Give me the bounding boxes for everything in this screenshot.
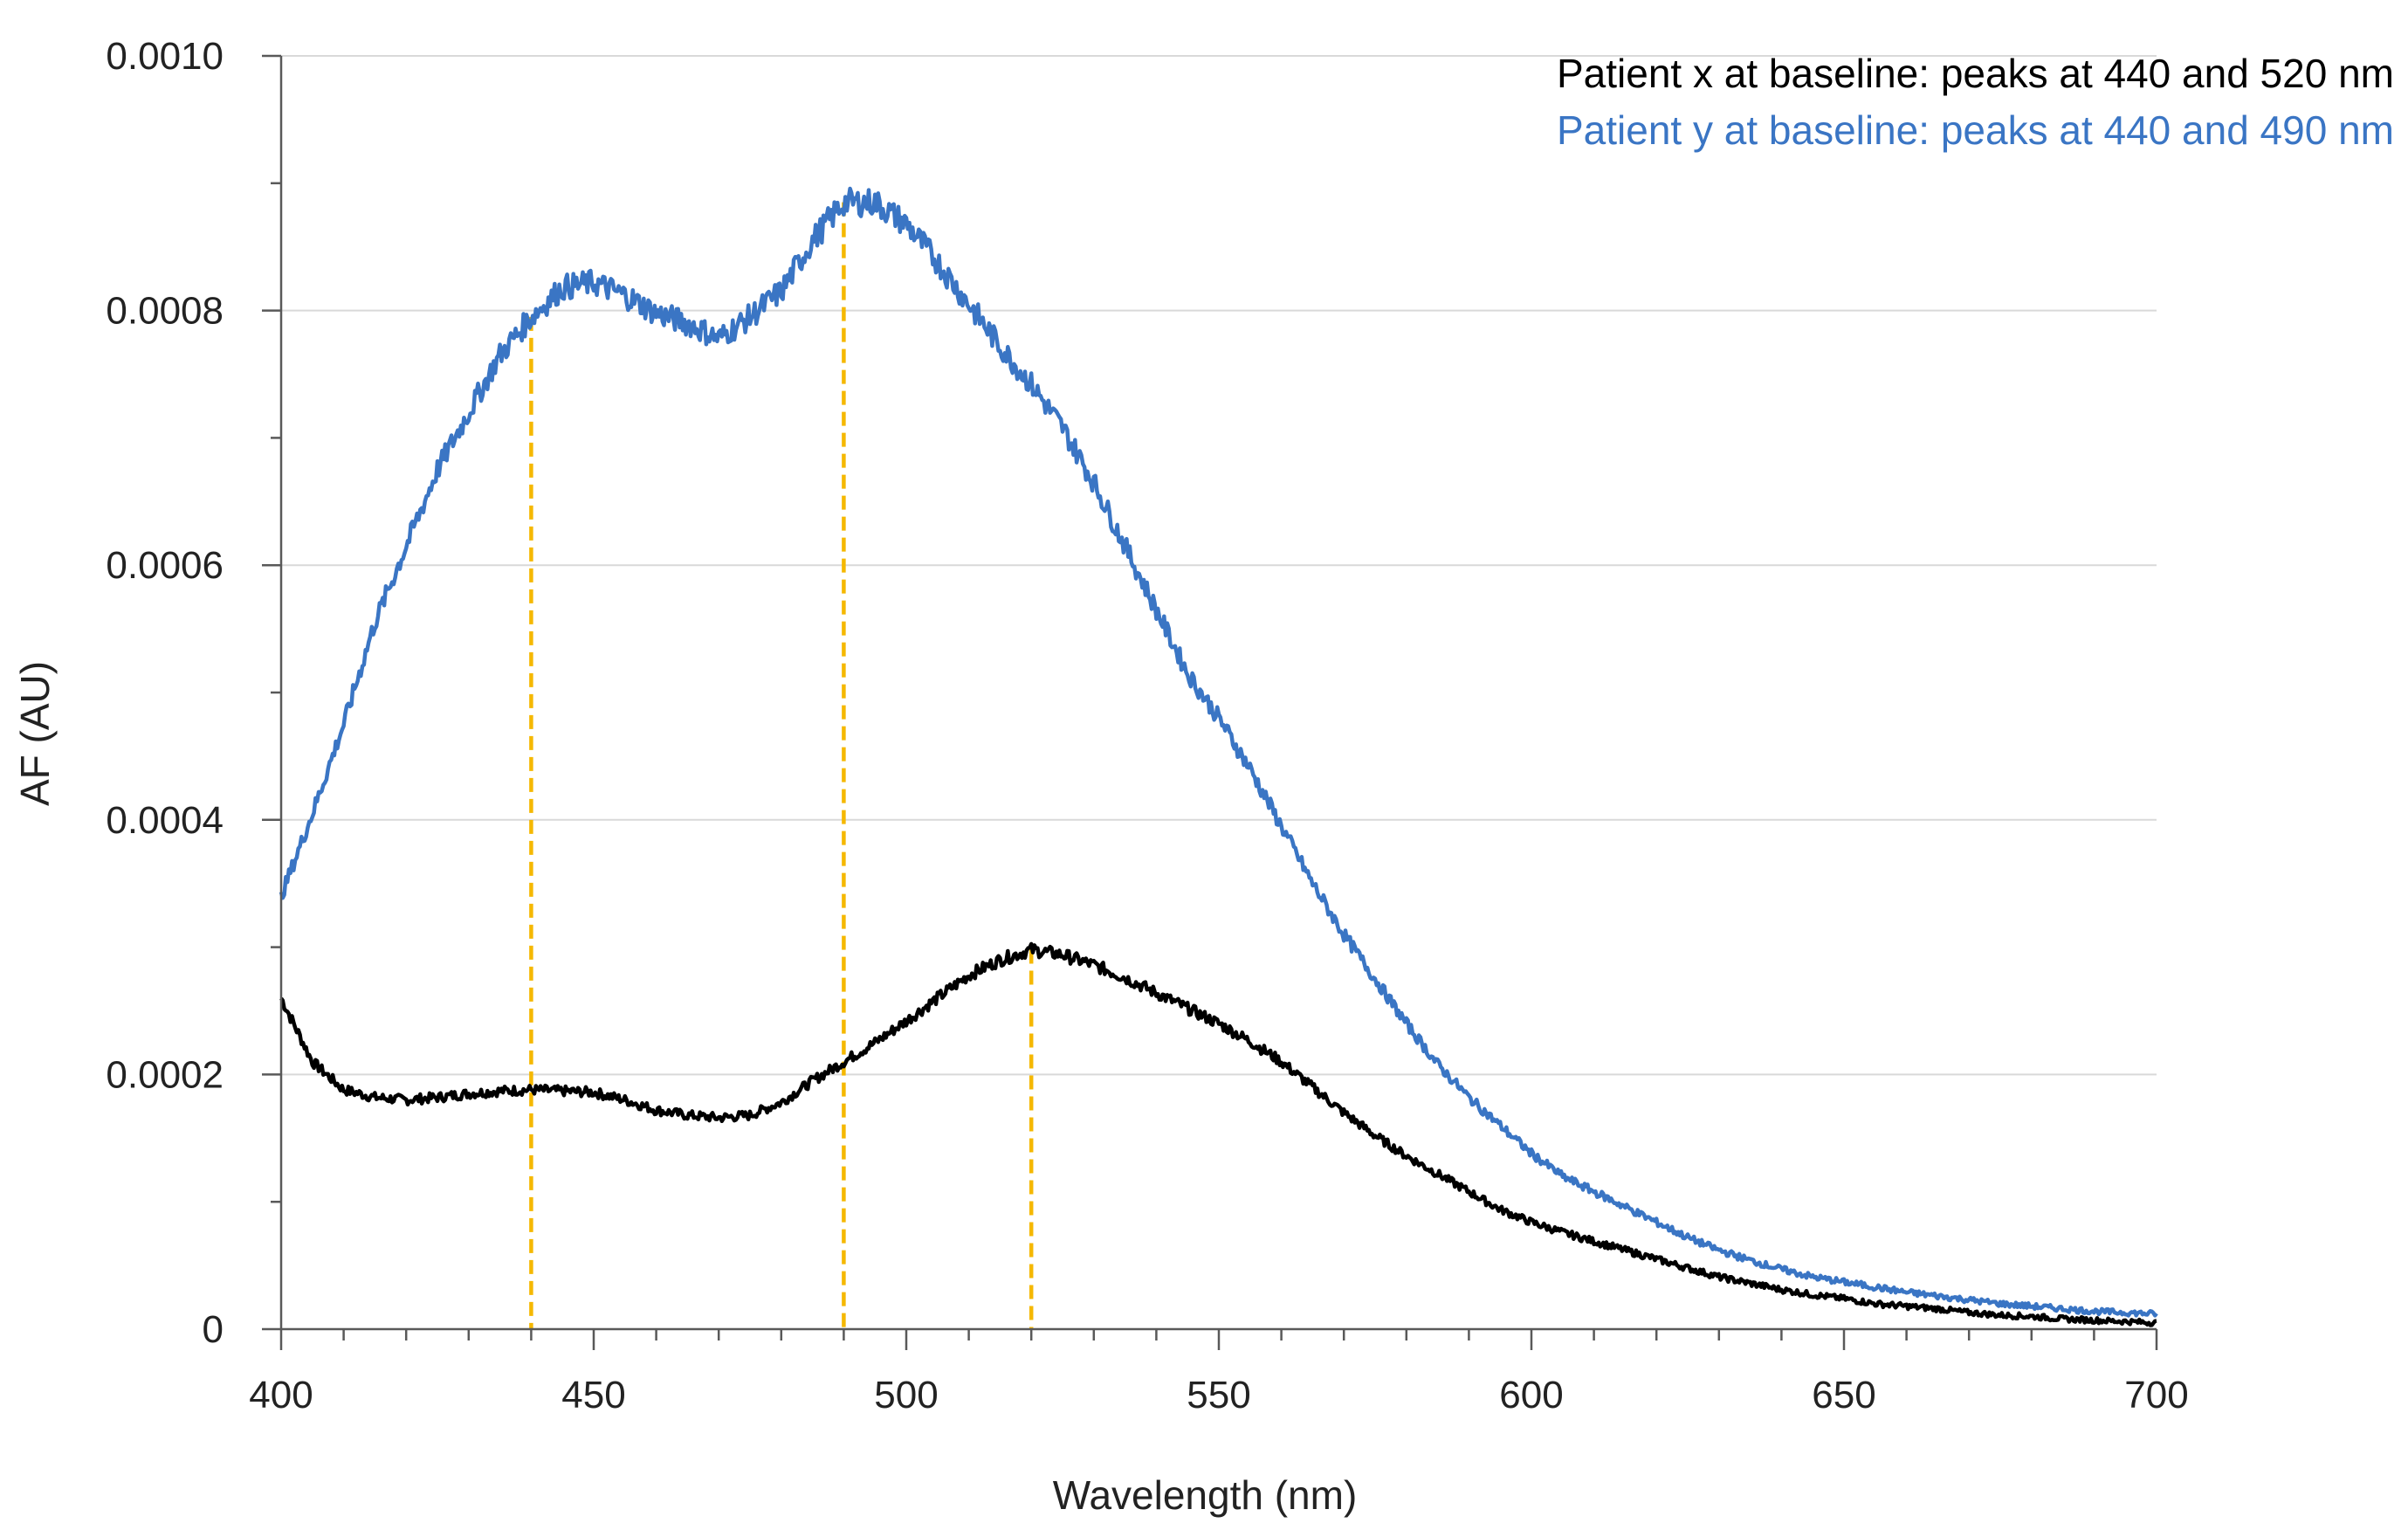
- y-tick-label-1: 0.0002: [106, 1053, 224, 1096]
- series-line-patient-x: [279, 941, 2157, 1327]
- series-line-patient-y: [279, 186, 2158, 1318]
- tick-labels: 0 0.0002 0.0004 0.0006 0.0008 0.0010 400 450 500…: [106, 35, 2188, 1416]
- axes: [262, 54, 2158, 1350]
- y-tick-label-0: 0: [203, 1308, 224, 1351]
- x-tick-label-2: 500: [874, 1374, 938, 1416]
- legend-entry-patient-x: Patient x at baseline: peaks at 440 and …: [1557, 51, 2394, 96]
- x-tick-label-1: 450: [561, 1374, 625, 1416]
- y-tick-label-2: 0.0004: [106, 799, 224, 842]
- gridlines: [281, 55, 2157, 1076]
- x-tick-label-3: 550: [1187, 1374, 1250, 1416]
- y-tick-label-3: 0.0006: [106, 544, 224, 587]
- data-series: [279, 186, 2158, 1327]
- y-tick-label-4: 0.0008: [106, 290, 224, 333]
- x-tick-label-6: 700: [2124, 1374, 2188, 1416]
- legend-entry-patient-y: Patient y at baseline: peaks at 440 and …: [1557, 107, 2394, 153]
- y-axis-title: AF (AU): [12, 661, 58, 806]
- x-axis-title: Wavelength (nm): [1053, 1472, 1358, 1518]
- x-tick-label-0: 400: [249, 1374, 313, 1416]
- x-tick-label-5: 650: [1812, 1374, 1875, 1416]
- legend: Patient x at baseline: peaks at 440 and …: [1557, 51, 2394, 153]
- x-tick-label-4: 600: [1499, 1374, 1563, 1416]
- peak-marker-lines: [529, 202, 1034, 1329]
- y-tick-label-5: 0.0010: [106, 35, 224, 78]
